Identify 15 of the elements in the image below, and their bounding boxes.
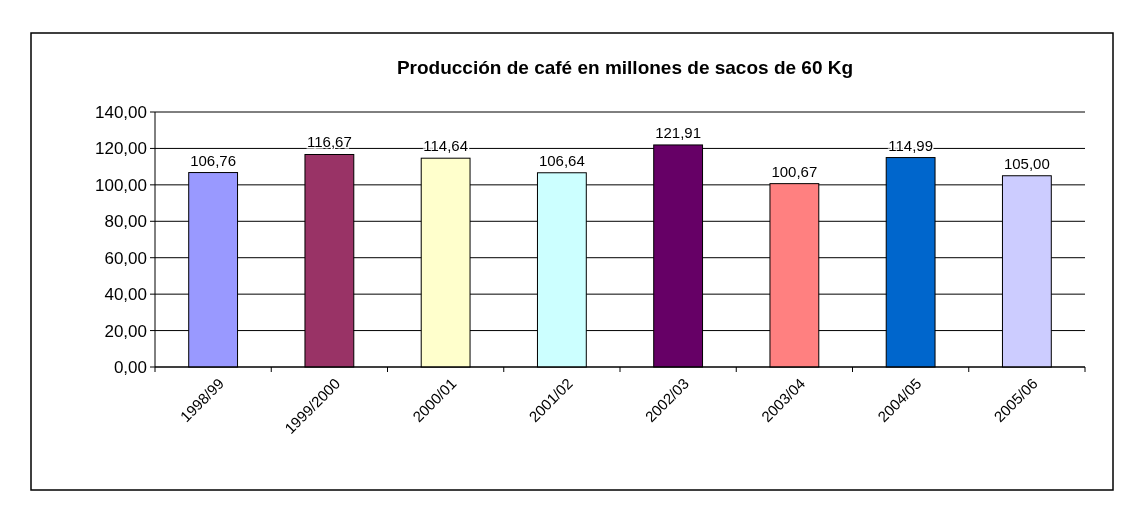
data-label: 106,64 (538, 151, 585, 169)
y-tick-label: 60,00 (104, 248, 147, 268)
y-tick-label: 40,00 (104, 285, 147, 305)
y-tick-label: 120,00 (95, 139, 147, 159)
chart-title: Producción de café en millones de sacos de 60 Kg (396, 57, 854, 78)
y-tick-label: 0,00 (113, 357, 147, 377)
data-label: 105,00 (1003, 154, 1050, 172)
data-label: 116,67 (306, 133, 352, 151)
data-label: 121,91 (655, 123, 702, 141)
data-label: 106,76 (190, 151, 237, 169)
y-tick-label: 80,00 (104, 212, 147, 232)
y-tick-label: 100,00 (95, 175, 147, 195)
y-tick-label: 20,00 (104, 321, 147, 341)
y-tick-label: 140,00 (95, 102, 147, 122)
data-label: 100,67 (771, 162, 818, 180)
